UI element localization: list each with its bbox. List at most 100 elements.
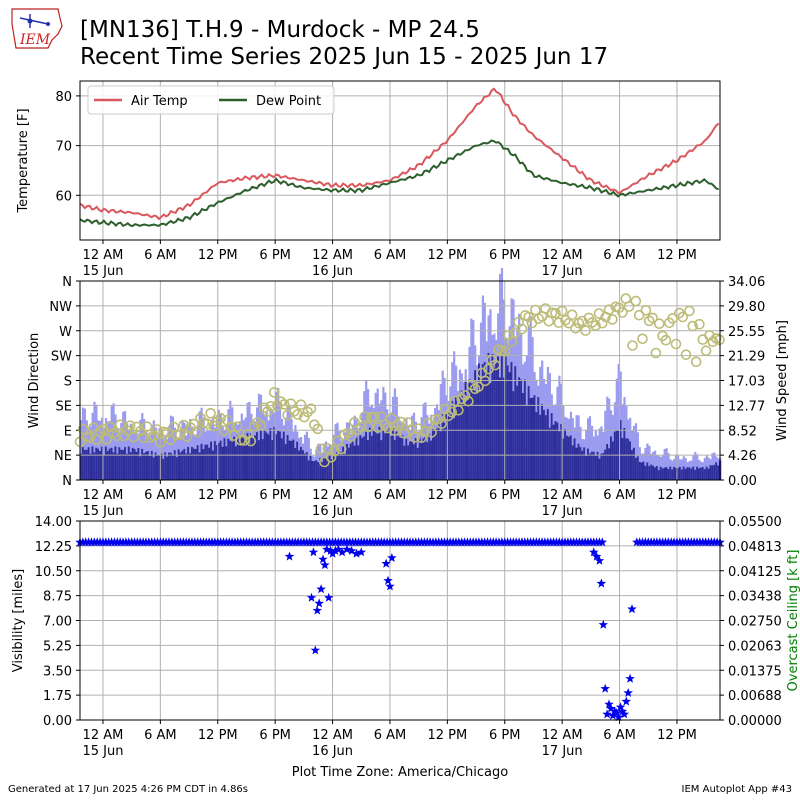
wind-gust-bar [317,443,320,480]
wind-direction-marker [459,390,471,401]
y-tick-label: SW [51,350,72,365]
wind-speed-bar [533,395,536,480]
y-axis-label: Visibility [miles] [11,569,26,672]
wind-speed-bar [478,363,481,480]
x-date-label: 15 Jun [82,264,123,279]
wind-gust-bar [125,423,129,480]
wind-speed-bar [499,377,502,480]
wind-direction-marker [212,416,223,427]
wind-direction-marker [653,318,665,330]
chart-title-line1: [MN136] T.H.9 - Murdock - MP 24.5 [80,17,480,43]
wind-speed-bar [108,448,111,480]
wind-speed-bar [667,469,670,480]
visibility-marker [600,683,610,693]
wind-speed-bar [257,440,261,480]
wind-speed-bar [219,440,222,480]
wind-gust-bar [122,411,125,480]
wind-speed-bar [698,468,701,480]
visibility-marker [327,548,338,558]
wind-speed-bar [508,372,511,480]
wind-speed-bar [353,445,356,480]
y-tick-label: S [64,375,72,390]
wind-speed-bar [192,448,196,480]
wind-direction-marker [647,312,658,324]
wind-speed-bar [147,451,150,480]
visibility-marker [356,547,366,557]
y-tick-label: N [62,275,72,290]
visibility-marker [385,581,395,591]
wind-gust-bar [363,391,366,480]
wind-speed-bar [504,356,507,480]
wind-speed-bar [441,414,444,480]
wind-speed-bar [669,466,672,480]
wind-speed-bar [217,443,220,480]
wind-speed-bar [598,458,601,480]
wind-speed-bar [648,466,651,480]
wind-speed-bar [451,401,454,480]
visibility-marker [320,560,330,570]
wind-speed-bar [713,464,716,480]
wind-direction-marker [181,431,193,442]
wind-direction-marker [288,405,300,417]
visibility-marker [383,575,393,585]
wind-speed-bar [460,390,463,480]
legend-box [87,85,335,115]
wind-direction-marker [503,329,514,341]
wind-speed-bar [675,467,678,480]
wind-speed-bar [439,431,442,480]
axes-frame [79,280,721,481]
wind-gust-bar [654,450,657,480]
wind-speed-bar [196,445,199,480]
visibility-marker [325,545,336,555]
wind-speed-bar [313,461,316,480]
y-tick-label-right: 29.80 [728,300,765,315]
wind-speed-bar [585,455,588,480]
wind-speed-bar [380,440,383,480]
wind-gust-bar [588,416,592,480]
wind-speed-bar [99,451,102,480]
wind-speed-bar [554,421,557,480]
wind-speed-bar [399,437,402,480]
wind-direction-marker [98,424,109,435]
x-tick-label: 12 AM [83,248,124,263]
x-axis-label: Plot Time Zone: America/Chicago [292,765,508,780]
wind-speed-bar [317,462,320,480]
wind-gust-bar [181,420,184,480]
wind-speed-bar [596,451,599,480]
wind-direction-marker [335,443,347,455]
wind-speed-bar [510,362,513,480]
visibility-marker [623,688,633,697]
wind-gust-bar [512,299,515,480]
x-tick-label: 6 AM [603,248,636,263]
wind-speed-bar [250,432,253,480]
wind-speed-bar [412,444,416,480]
wind-speed-bar [294,448,297,480]
wind-speed-bar [640,462,643,480]
wind-direction-marker [463,395,474,407]
wind-gust-bar [648,445,651,480]
wind-speed-bar [717,465,720,480]
wind-direction-marker [124,420,136,432]
wind-speed-bar [611,441,615,480]
wind-speed-bar [692,466,695,480]
visibility-marker [387,553,397,562]
wind-direction-marker [292,409,303,420]
wind-speed-bar [430,440,433,480]
wind-speed-bar [83,449,86,480]
y-tick-label-right: 0.00 [728,474,757,489]
wind-direction-marker [670,338,682,350]
wind-speed-bar [455,396,458,480]
wind-gust-bar [103,427,106,480]
axes-frame [79,80,721,241]
y-tick-label: NW [49,300,72,315]
wind-speed-bar [474,370,477,480]
wind-direction-marker [453,404,464,416]
wind-direction-marker [687,320,699,332]
y-tick-label: 3.50 [43,664,72,679]
wind-speed-bar [579,447,582,480]
y-axis-label: Wind Direction [27,333,42,429]
visibility-marker [342,544,352,554]
wind-direction-marker [355,421,367,433]
wind-speed-bar [632,447,636,480]
visibility-marker [598,619,608,629]
